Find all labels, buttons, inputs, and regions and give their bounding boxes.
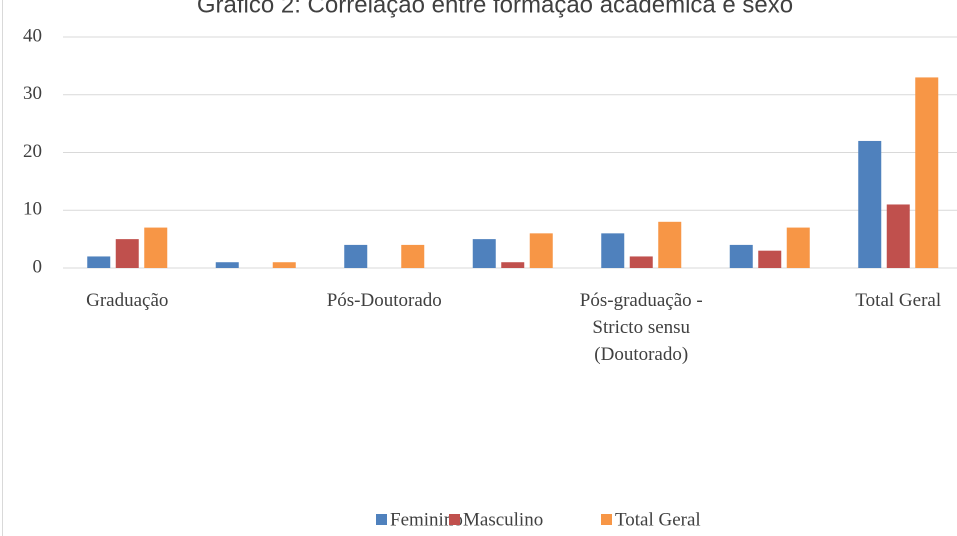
bar (858, 140, 882, 268)
bar (401, 244, 425, 268)
bar (529, 233, 553, 268)
bar (729, 244, 753, 268)
bar (629, 256, 653, 268)
bar (786, 227, 810, 268)
bar (344, 244, 368, 268)
legend-label: Feminino (390, 509, 463, 530)
bar (501, 262, 525, 268)
legend-label: Total Geral (615, 509, 701, 530)
bar (115, 239, 139, 268)
x-tick-label: Graduação (86, 290, 169, 311)
bar (758, 250, 782, 268)
bar (886, 204, 910, 268)
chart-title: Gráfico 2: Correlação entre formação aca… (197, 0, 793, 18)
legend-label: Masculino (463, 509, 543, 530)
y-tick-label: 30 (23, 83, 42, 104)
x-tick-label: Pós-Doutorado (326, 290, 442, 311)
bar (144, 227, 168, 268)
bar (472, 239, 496, 268)
legend-swatch (376, 514, 387, 525)
y-tick-label: 10 (23, 199, 42, 220)
bar (87, 256, 111, 268)
bar (601, 233, 625, 268)
legend-swatch (601, 514, 612, 525)
x-tick-label: Pós-graduação - Stricto sensu (Doutorado… (579, 290, 703, 365)
x-tick-label: Total Geral (855, 290, 942, 311)
bar (272, 262, 296, 268)
y-tick-label: 20 (23, 141, 42, 162)
bar (215, 262, 239, 268)
legend-swatch (449, 514, 460, 525)
bar (915, 77, 939, 268)
y-tick-label: 0 (33, 256, 43, 277)
bar (658, 221, 682, 268)
y-tick-label: 40 (23, 25, 42, 46)
